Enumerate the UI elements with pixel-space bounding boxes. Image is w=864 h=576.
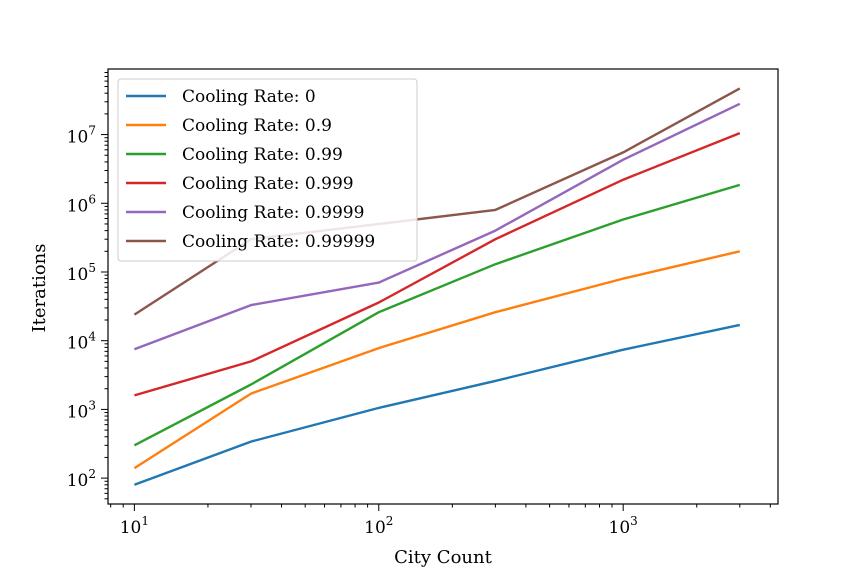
legend-label: Cooling Rate: 0.99999 [182, 232, 375, 252]
legend-frame [117, 78, 418, 262]
series-line-0 [133, 323, 741, 486]
y-tick-label: 105 [67, 261, 96, 285]
series-line-4 [133, 102, 741, 351]
y-axis-label: Iterations [29, 244, 50, 333]
axes-frame [107, 68, 779, 505]
series-line-1 [133, 250, 741, 470]
x-axis-label: City Count [394, 547, 492, 568]
legend: Cooling Rate: 0 Cooling Rate: 0.9 Cooling … [117, 78, 418, 262]
y-tick-label: 104 [67, 330, 97, 354]
x-axis-ticks: 101 102 103 [110, 504, 771, 538]
y-tick-label: 103 [67, 398, 96, 422]
series-line-2 [133, 183, 741, 447]
x-tick-label: 103 [609, 514, 638, 538]
legend-label: Cooling Rate: 0.99 [182, 145, 343, 165]
x-tick-label: 101 [120, 514, 149, 538]
x-tick-label: 102 [364, 514, 393, 538]
y-tick-label: 106 [67, 192, 96, 216]
y-tick-label: 107 [67, 124, 96, 148]
legend-label: Cooling Rate: 0 [182, 87, 316, 107]
legend-label: Cooling Rate: 0.9999 [182, 203, 364, 223]
legend-label: Cooling Rate: 0.9 [182, 116, 332, 136]
legend-label: Cooling Rate: 0.999 [182, 174, 354, 194]
y-axis-ticks: 102 103 104 105 106 107 [67, 72, 108, 500]
series-line-3 [134, 131, 741, 397]
y-tick-label: 102 [67, 467, 96, 491]
